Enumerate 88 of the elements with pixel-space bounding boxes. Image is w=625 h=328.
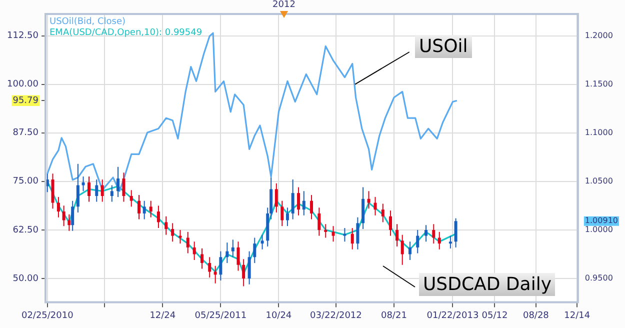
candlestick — [274, 182, 278, 213]
candlestick — [76, 163, 80, 213]
candlestick — [248, 250, 251, 285]
candlestick — [149, 200, 152, 218]
candlestick — [343, 228, 346, 242]
candlestick — [110, 184, 114, 202]
candlestick — [164, 216, 168, 236]
candlestick — [396, 224, 399, 247]
x-tick-label: 10/24 — [266, 310, 292, 321]
candlestick — [381, 203, 384, 223]
candlestick — [350, 228, 354, 250]
candlestick — [260, 234, 264, 250]
y2-tick-label: 1.1500 — [584, 79, 613, 88]
candlestick — [253, 237, 256, 264]
candlestick — [71, 200, 74, 232]
candlestick — [374, 196, 377, 216]
x-tick-label: 12/24 — [150, 310, 176, 321]
candlestick — [192, 241, 196, 261]
y2-tick-label: 1.00910 — [584, 216, 618, 226]
candlestick — [367, 190, 370, 210]
y-tick-label: 100.00 — [6, 80, 39, 90]
candlestick — [310, 194, 314, 220]
candlestick — [302, 190, 306, 216]
candlestick — [231, 239, 234, 258]
text: EMA(USD/CAD,Open,10): 0.99549 — [49, 28, 202, 38]
candlestick — [438, 231, 441, 250]
candlestick — [171, 222, 174, 242]
candlestick — [324, 224, 328, 238]
candlestick — [432, 224, 436, 244]
candlestick — [122, 172, 126, 202]
candlestick — [236, 241, 240, 272]
candlestick — [389, 210, 392, 236]
y-tick-label: 87.50 — [12, 128, 39, 138]
candlestick — [356, 216, 360, 250]
y2-tick-label: 1.1000 — [584, 128, 613, 137]
candlestick — [226, 242, 229, 264]
candlestick — [318, 207, 321, 236]
candlestick — [214, 265, 217, 284]
x-tick-label: 05/25/2011 — [194, 310, 247, 321]
candlestick — [130, 190, 133, 208]
y-tick-label: 50.00 — [12, 274, 39, 284]
x-tick-label: 01/22/2013 — [426, 310, 479, 321]
candlestick — [82, 176, 85, 192]
y2-tick-label: 1.2000 — [584, 30, 613, 40]
candlestick — [454, 218, 458, 248]
candlestick — [186, 231, 190, 254]
candlestick — [291, 178, 294, 220]
y-tick-label: 112.50 — [6, 31, 39, 42]
candlestick — [51, 173, 54, 210]
candlestick — [448, 235, 452, 249]
x-tick-label: 02/25/2010 — [21, 310, 74, 321]
text: USOil(Bid, Close) — [49, 17, 126, 27]
annotation: USDCAD Daily — [419, 273, 556, 296]
candlestick — [208, 256, 212, 278]
y2-tick-label: 1.0500 — [584, 176, 613, 186]
candlestick — [142, 200, 146, 220]
candlestick — [219, 250, 222, 281]
x-tick-label: 05/12 — [482, 310, 508, 321]
y2-tick-label: 1.0000 — [584, 225, 613, 234]
candlestick — [416, 229, 420, 254]
candlestick — [332, 226, 335, 242]
candlestick — [138, 194, 140, 220]
candlestick — [280, 200, 284, 227]
annotation: USOil — [415, 35, 472, 58]
y-tick-label: 95.79 — [12, 96, 39, 106]
candlestick — [200, 248, 204, 270]
candlestick — [62, 205, 66, 227]
y-tick-label: 75.00 — [12, 176, 39, 187]
candlestick — [88, 176, 90, 202]
candlestick — [400, 234, 404, 266]
x-tick-label: 08/28 — [522, 310, 550, 321]
candlestick — [56, 196, 60, 218]
x-tick-label: 12/14 — [564, 310, 590, 321]
candlestick — [68, 214, 71, 232]
candlestick — [242, 258, 246, 287]
candlestick — [286, 207, 289, 227]
candlestick — [297, 186, 300, 216]
y-tick-label: 62.50 — [12, 225, 39, 236]
candlestick — [408, 241, 412, 261]
candlestick — [156, 205, 160, 229]
x-tick-label: 08/21 — [380, 310, 407, 321]
candlestick — [116, 166, 120, 198]
y2-tick-label: 0.9500 — [584, 274, 613, 283]
text: 2012 — [272, 0, 296, 11]
candlestick — [100, 178, 104, 202]
x-tick-label: 03/22/2012 — [310, 310, 362, 321]
candlestick — [424, 224, 428, 242]
candlestick — [95, 178, 98, 202]
